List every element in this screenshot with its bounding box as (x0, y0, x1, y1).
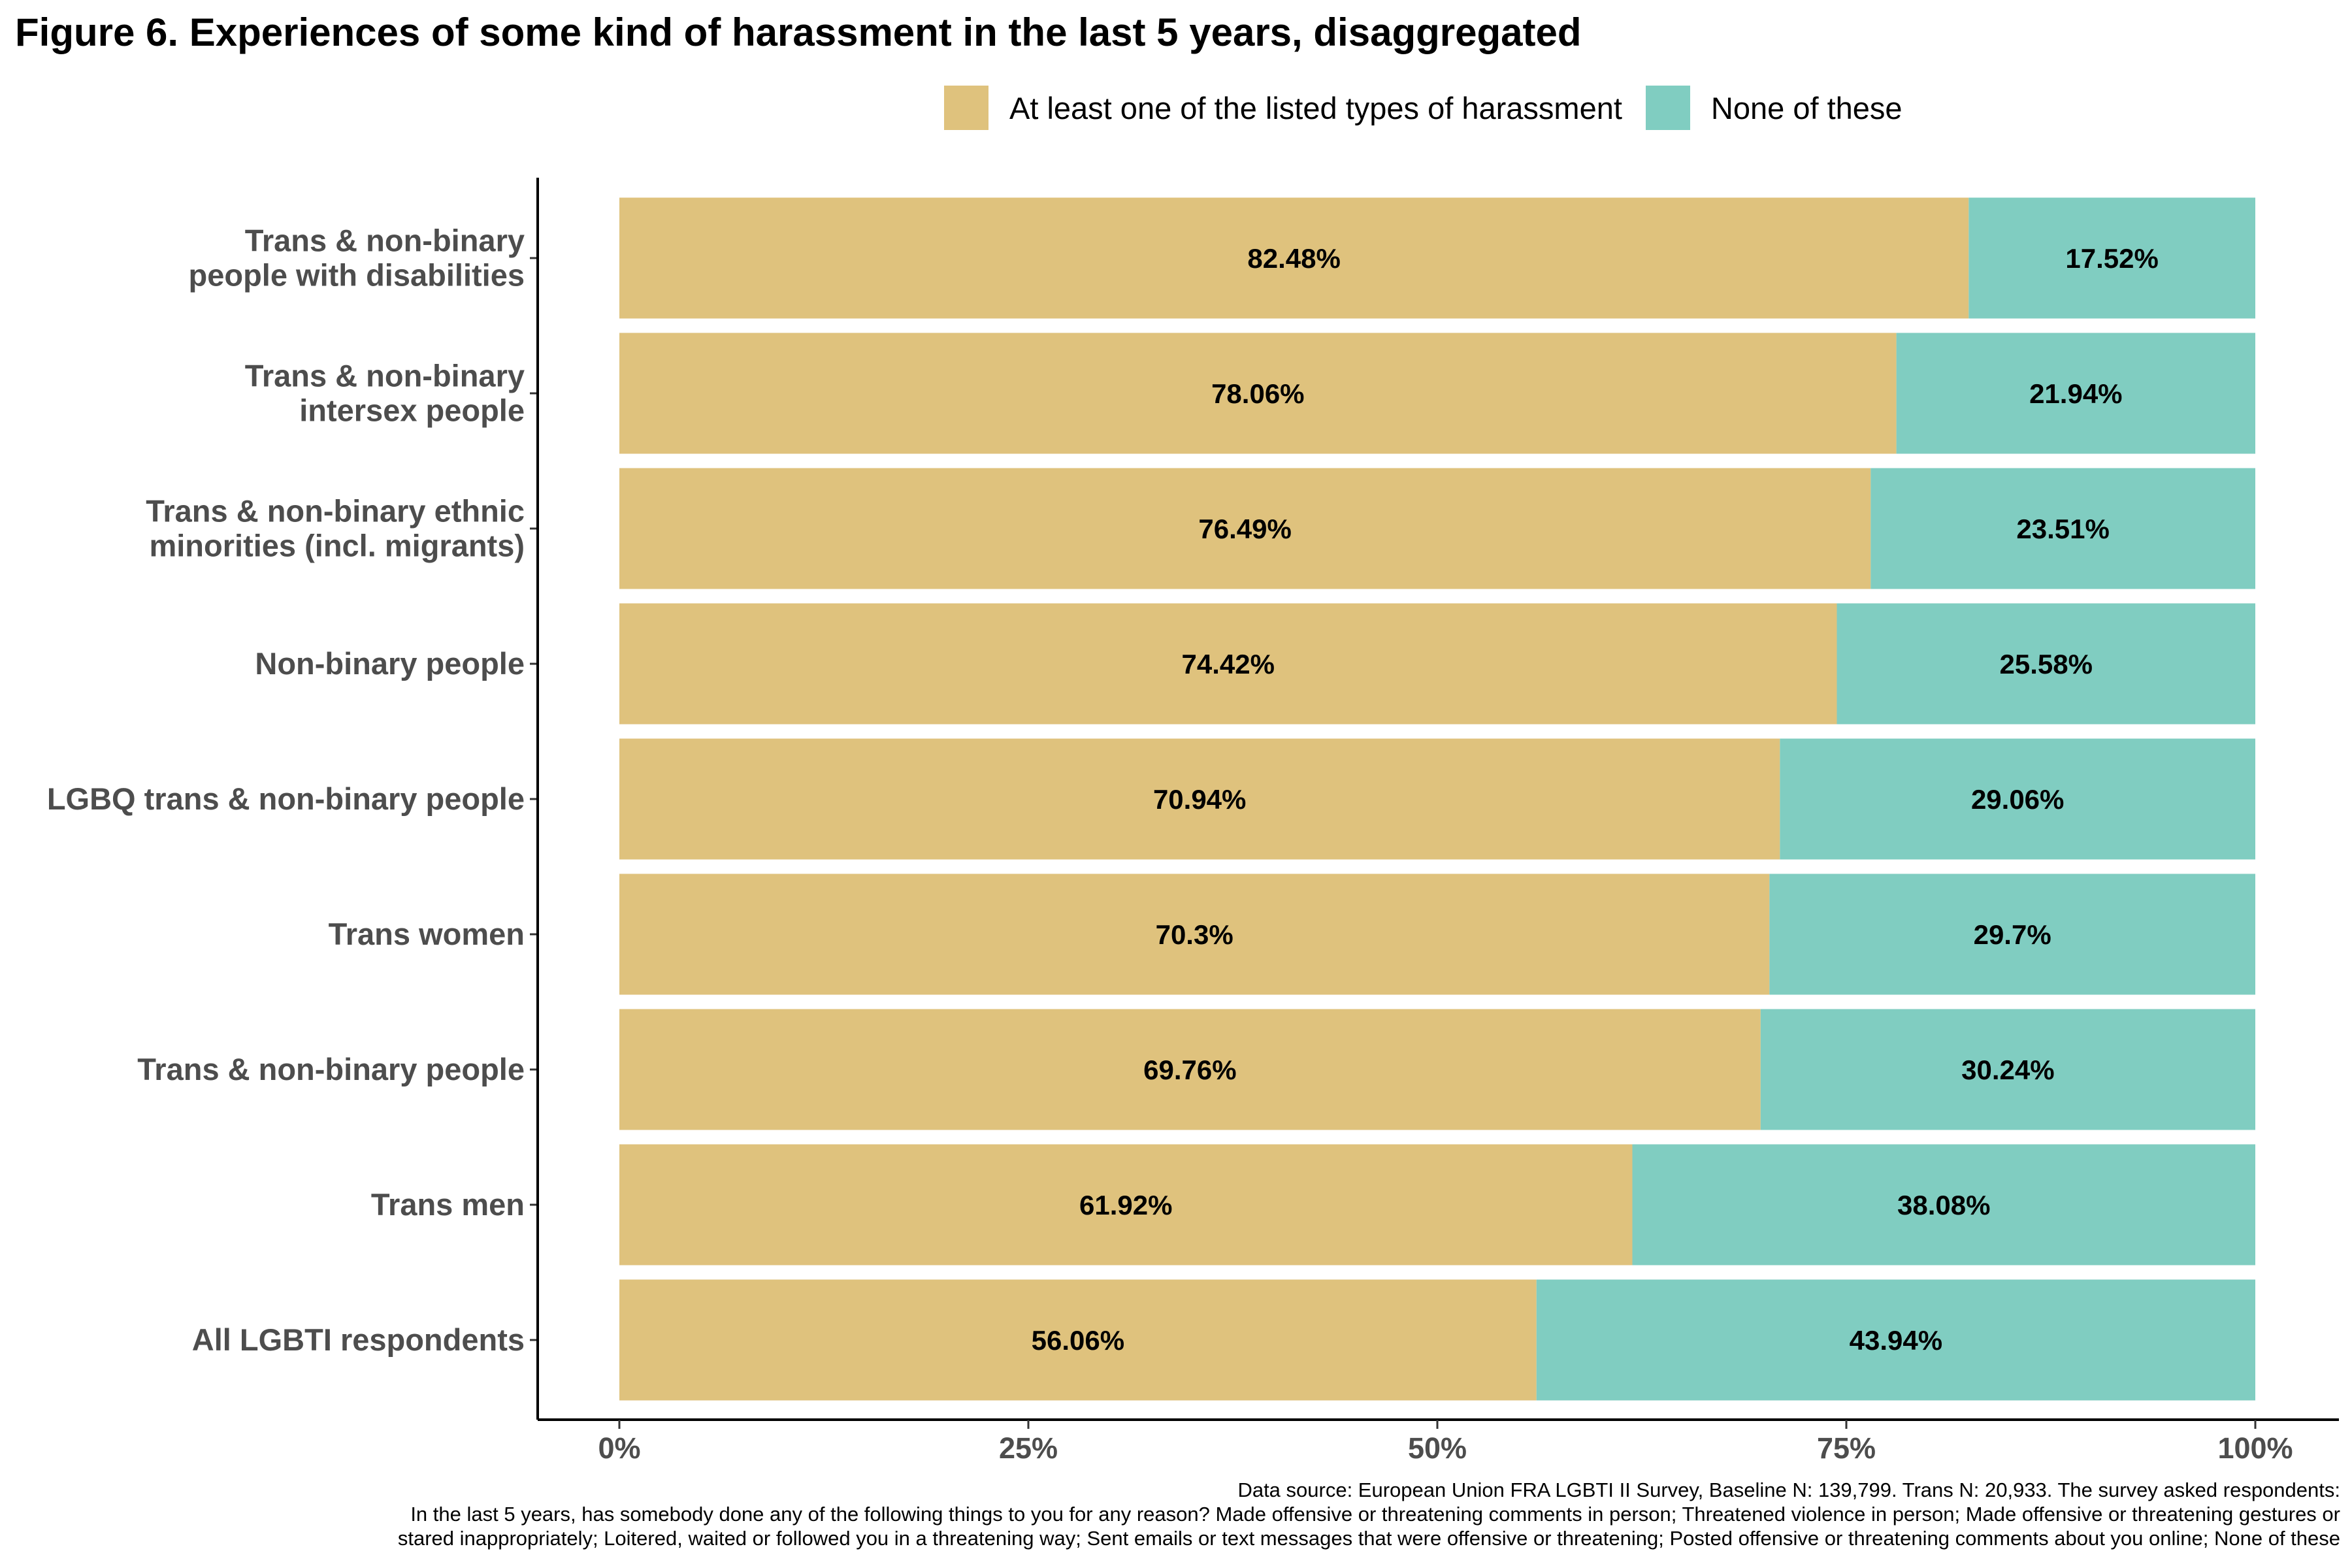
value-label-none-5: 29.7% (1974, 919, 2051, 950)
value-label-none-7: 38.08% (1897, 1190, 1990, 1220)
chart-footnote: Data source: European Union FRA LGBTI II… (398, 1478, 2340, 1550)
bar-harassment-7 (619, 1144, 1633, 1266)
bar-none-0 (1968, 197, 2255, 319)
bar-none-6 (1760, 1009, 2255, 1130)
category-label-7: Trans men (371, 1187, 525, 1222)
x-tick-label-3: 75% (1817, 1431, 1876, 1465)
bar-none-4 (1780, 738, 2255, 860)
value-label-harassment-2: 76.49% (1198, 514, 1291, 544)
bar-harassment-2 (619, 468, 1871, 589)
value-label-harassment-4: 70.94% (1153, 784, 1246, 815)
bar-harassment-8 (619, 1279, 1537, 1401)
category-label-5: Trans women (329, 917, 525, 951)
legend-item-none: None of these (1645, 86, 1903, 130)
value-label-none-1: 21.94% (2029, 378, 2122, 409)
chart-title: Figure 6. Experiences of some kind of ha… (15, 10, 1582, 54)
legend-swatch-none (1645, 86, 1690, 130)
bar-none-5 (1769, 874, 2255, 995)
value-label-harassment-1: 78.06% (1211, 378, 1304, 409)
x-tick-label-0: 0% (598, 1431, 640, 1465)
category-label-8: All LGBTI respondents (192, 1322, 525, 1357)
x-tick-label-1: 25% (999, 1431, 1058, 1465)
bar-harassment-4 (619, 738, 1780, 860)
legend: At least one of the listed types of hara… (944, 85, 1903, 131)
category-label-0-line-1: Trans & non-binary (245, 223, 525, 258)
bar-none-7 (1632, 1144, 2255, 1266)
legend-item-harassment: At least one of the listed types of hara… (944, 86, 1622, 130)
legend-label-none: None of these (1710, 90, 1903, 125)
footnote-line-2: In the last 5 years, has somebody done a… (410, 1503, 2340, 1526)
category-label-1-line-1: Trans & non-binary (245, 359, 525, 393)
bar-harassment-3 (619, 603, 1837, 725)
value-label-harassment-3: 74.42% (1182, 649, 1275, 679)
value-label-harassment-5: 70.3% (1156, 919, 1233, 950)
bar-harassment-1 (619, 333, 1897, 454)
bar-harassment-0 (619, 197, 1969, 319)
x-tick-label-2: 50% (1408, 1431, 1467, 1465)
stacked-bar-chart: 82.48% 17.52% 78.06% 21.94% 76.49% 23.51% 74.4… (47, 178, 2339, 1465)
value-label-none-3: 25.58% (2000, 649, 2093, 679)
footnote-line-3: stared inappropriately; Loitered, waited… (397, 1527, 2340, 1550)
bar-none-8 (1536, 1279, 2255, 1401)
value-label-harassment-0: 82.48% (1247, 243, 1340, 274)
value-label-none-2: 23.51% (2016, 514, 2109, 544)
bar-harassment-6 (619, 1009, 1761, 1130)
bar-none-2 (1870, 468, 2255, 589)
legend-swatch-harassment (944, 86, 988, 130)
footnote-line-1: Data source: European Union FRA LGBTI II… (1237, 1478, 2340, 1501)
value-label-none-8: 43.94% (1850, 1325, 1942, 1356)
category-label-3: Non-binary people (255, 646, 525, 681)
value-label-none-0: 17.52% (2065, 243, 2158, 274)
value-label-harassment-7: 61.92% (1079, 1190, 1172, 1220)
value-label-harassment-6: 69.76% (1143, 1054, 1236, 1085)
category-label-1-line-2: intersex people (299, 393, 525, 428)
bar-harassment-5 (619, 874, 1770, 995)
category-label-0-line-2: people with disabilities (189, 258, 525, 293)
x-tick-label-4: 100% (2217, 1431, 2293, 1465)
category-label-2-line-2: minorities (incl. migrants) (149, 529, 525, 563)
bars-layer: 82.48% 17.52% 78.06% 21.94% 76.49% 23.51% 74.4… (619, 197, 2255, 1401)
value-label-none-4: 29.06% (1971, 784, 2064, 815)
category-label-6: Trans & non-binary people (137, 1052, 525, 1086)
category-label-4: LGBQ trans & non-binary people (47, 781, 525, 816)
value-label-harassment-8: 56.06% (1032, 1325, 1124, 1356)
value-label-none-6: 30.24% (1961, 1054, 2054, 1085)
bar-none-3 (1837, 603, 2255, 725)
legend-label-harassment: At least one of the listed types of hara… (1009, 90, 1622, 125)
category-label-2-line-1: Trans & non-binary ethnic (146, 494, 525, 529)
bar-none-1 (1896, 333, 2255, 454)
